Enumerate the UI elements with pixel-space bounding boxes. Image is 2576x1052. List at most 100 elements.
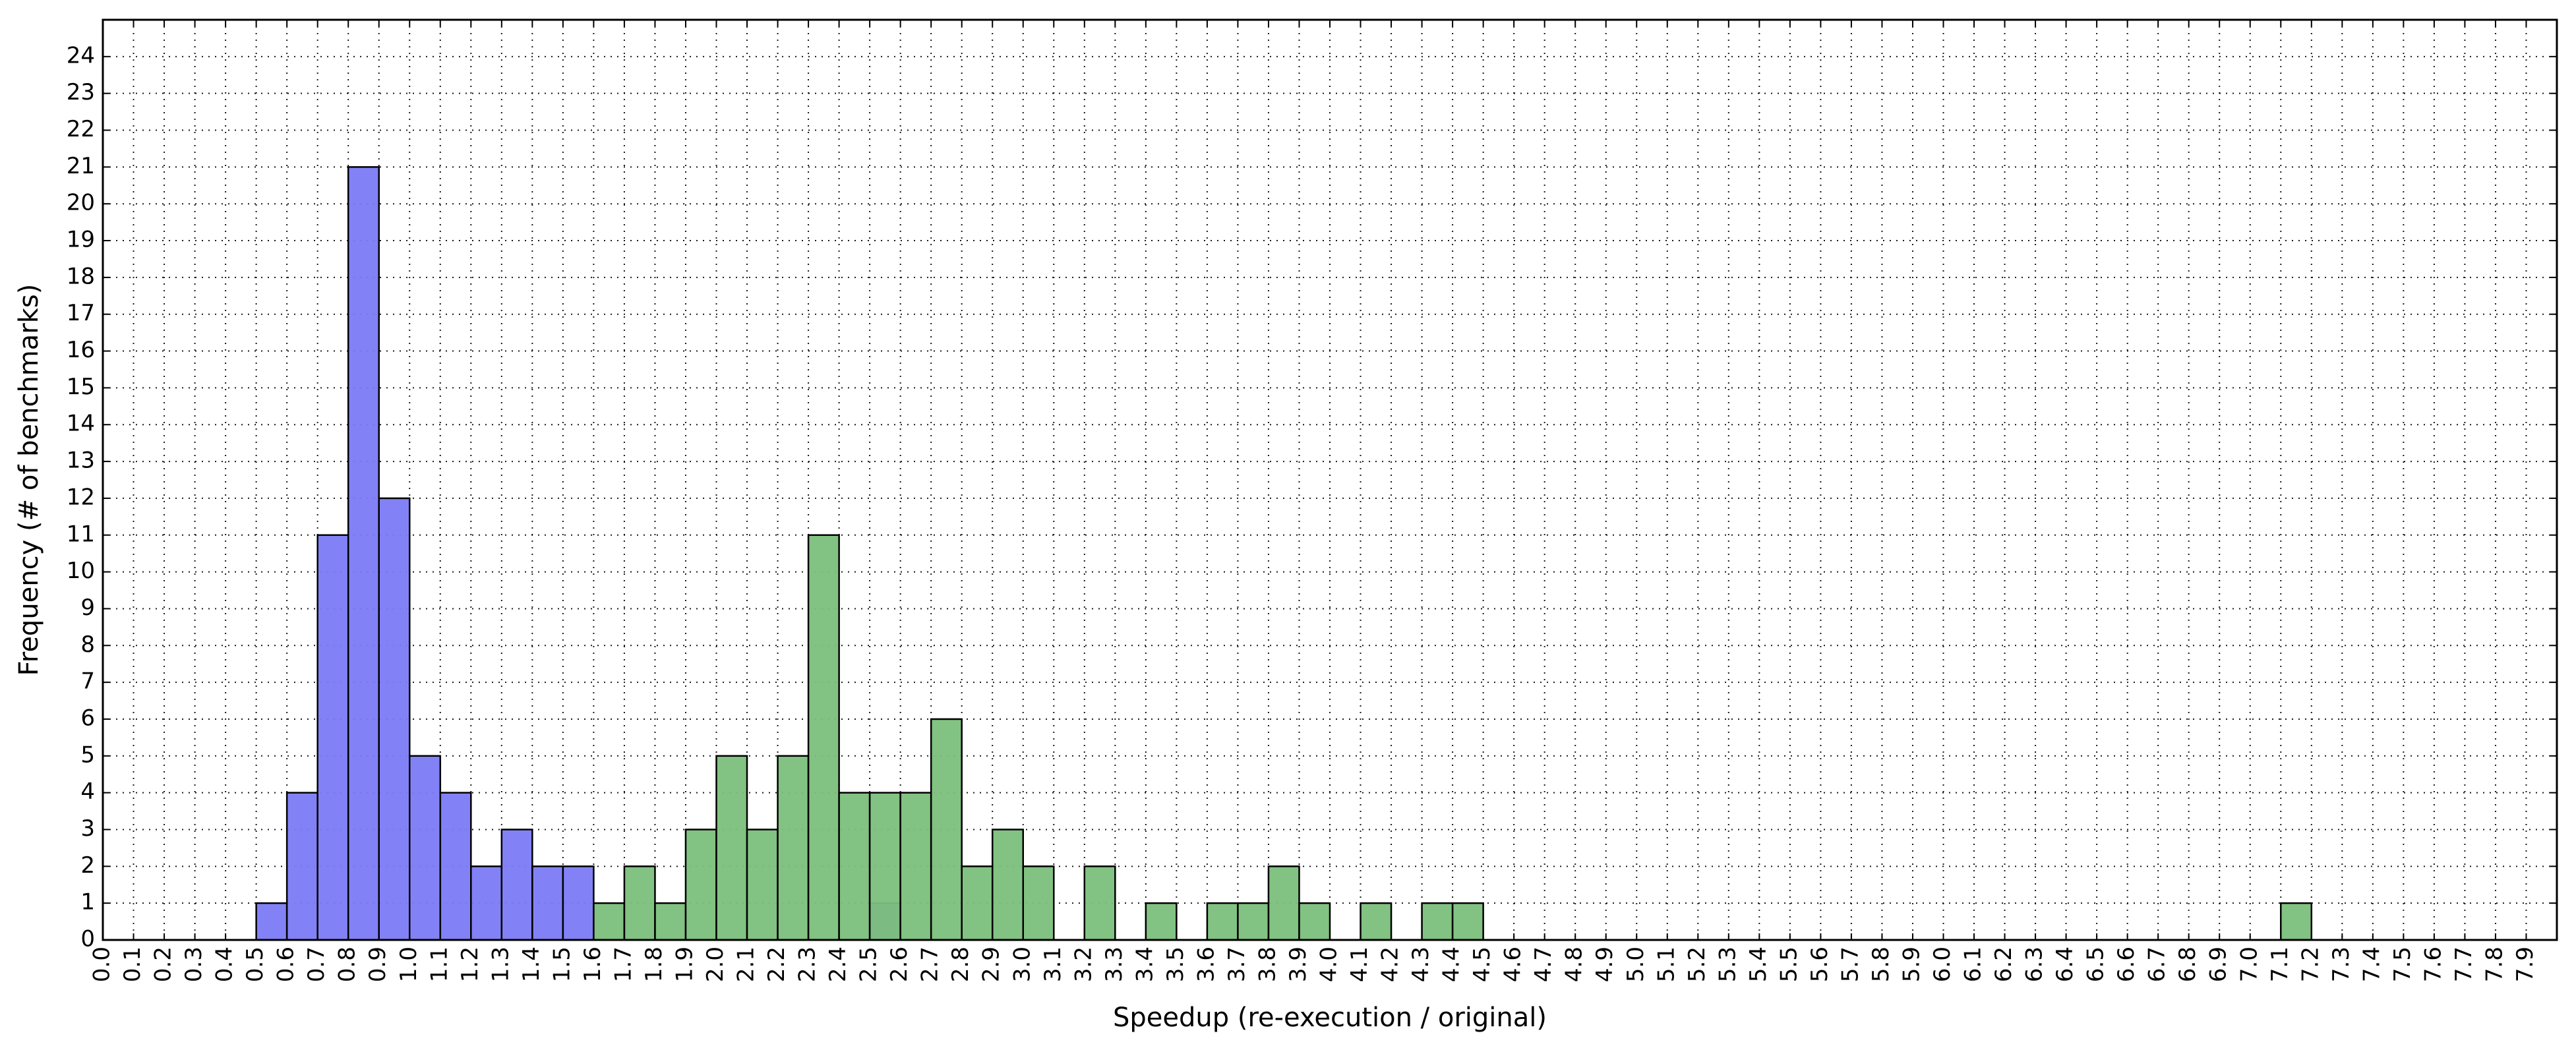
x-axis-ticks: 0.0 0.1 0.2 0.3 0.4 0.5 0.6 0.7 0.8 0.9 1.0 1.1 1.2 1… [89, 20, 2538, 982]
y-tick-label: 15 [67, 374, 95, 400]
y-tick-label: 5 [80, 742, 95, 768]
x-tick-label: 1.7 [610, 947, 636, 982]
x-tick-label: 5.4 [1745, 947, 1772, 982]
series-1-bar [347, 166, 380, 941]
y-tick-label: 23 [67, 79, 95, 105]
x-tick-label: 4.1 [1346, 947, 1373, 982]
x-tick-label: 6.0 [1929, 947, 1956, 982]
series-1-bar [531, 865, 564, 941]
series-2-bar [1451, 902, 1484, 941]
y-tick-label: 21 [67, 153, 95, 179]
series-2-bar [777, 755, 810, 941]
x-tick-label: 7.4 [2358, 947, 2385, 982]
x-tick-label: 3.0 [1009, 947, 1035, 982]
y-axis-label: Frequency (# of benchmarks) [14, 284, 44, 676]
x-tick-label: 1.8 [641, 947, 667, 982]
x-tick-label: 5.6 [1807, 947, 1833, 982]
series-1-bar [255, 902, 288, 941]
y-tick-label: 4 [80, 778, 95, 805]
x-tick-label: 6.4 [2052, 947, 2078, 982]
y-tick-label: 18 [67, 263, 95, 289]
x-tick-label: 2.0 [702, 947, 729, 982]
x-tick-label: 5.3 [1714, 947, 1741, 982]
x-tick-label: 4.3 [1408, 947, 1434, 982]
series-2-bar [2280, 902, 2313, 941]
y-tick-label: 1 [80, 889, 95, 916]
y-tick-label: 19 [67, 227, 95, 253]
x-tick-label: 5.8 [1868, 947, 1894, 982]
series-2-bar [623, 865, 656, 941]
series-1-bar [409, 755, 442, 941]
x-tick-label: 4.8 [1561, 947, 1588, 982]
x-tick-label: 3.8 [1254, 947, 1280, 982]
x-tick-label: 3.5 [1162, 947, 1189, 982]
series-2-bar [654, 902, 687, 941]
y-tick-label: 22 [67, 116, 95, 142]
x-tick-label: 1.0 [396, 947, 422, 982]
x-tick-label: 7.6 [2420, 947, 2446, 982]
x-tick-label: 2.5 [856, 947, 882, 982]
series-2-bar [868, 792, 901, 941]
x-tick-label: 0.1 [119, 947, 146, 982]
x-tick-label: 6.2 [1991, 947, 2017, 982]
x-tick-label: 1.1 [426, 947, 452, 982]
x-tick-label: 5.2 [1684, 947, 1710, 982]
x-tick-label: 1.3 [487, 947, 514, 982]
x-tick-label: 6.5 [2083, 947, 2109, 982]
series-1-bar [439, 792, 472, 941]
series-1-bar [378, 497, 411, 941]
y-tick-label: 14 [67, 411, 95, 437]
x-tick-label: 4.2 [1377, 947, 1404, 982]
x-tick-label: 2.6 [886, 947, 913, 982]
y-tick-label: 0 [80, 926, 95, 952]
x-tick-label: 5.5 [1776, 947, 1802, 982]
y-tick-label: 20 [67, 190, 95, 216]
x-tick-label: 0.6 [273, 947, 299, 982]
x-tick-label: 7.2 [2297, 947, 2323, 982]
y-tick-label: 16 [67, 337, 95, 363]
y-tick-label: 12 [67, 484, 95, 510]
x-tick-label: 3.7 [1224, 947, 1250, 982]
grid [103, 20, 2557, 940]
series-2-bar [930, 718, 963, 941]
series-2-bar [1421, 902, 1454, 941]
x-tick-label: 4.0 [1316, 947, 1342, 982]
x-tick-label: 5.0 [1623, 947, 1649, 982]
x-tick-label: 2.1 [733, 947, 760, 982]
x-tick-label: 6.9 [2205, 947, 2232, 982]
x-tick-label: 2.7 [917, 947, 944, 982]
x-tick-label: 1.9 [671, 947, 698, 982]
x-tick-label: 0.5 [242, 947, 268, 982]
series-2-bar [1145, 902, 1178, 941]
y-tick-label: 8 [80, 631, 95, 658]
series-1-bar [285, 792, 318, 941]
series-2-bar [1267, 865, 1300, 941]
y-tick-label: 17 [67, 300, 95, 326]
x-tick-label: 2.8 [947, 947, 974, 982]
x-tick-label: 5.9 [1898, 947, 1925, 982]
x-tick-label: 4.6 [1500, 947, 1526, 982]
x-tick-label: 3.1 [1040, 947, 1066, 982]
series-1-bar [500, 829, 533, 941]
x-tick-label: 1.2 [457, 947, 483, 982]
x-tick-label: 7.9 [2512, 947, 2538, 982]
y-tick-label: 7 [80, 668, 95, 695]
x-tick-label: 6.8 [2174, 947, 2201, 982]
series-2-bar [807, 534, 840, 941]
series-2-bar [1206, 902, 1239, 941]
x-tick-label: 3.4 [1131, 947, 1158, 982]
x-tick-label: 0.4 [212, 947, 238, 982]
x-tick-label: 7.3 [2328, 947, 2354, 982]
x-tick-label: 3.2 [1070, 947, 1096, 982]
x-tick-label: 3.3 [1101, 947, 1127, 982]
x-tick-label: 3.6 [1193, 947, 1219, 982]
series-2-bar [1022, 865, 1055, 941]
y-tick-label: 6 [80, 705, 95, 731]
x-tick-label: 0.7 [303, 947, 330, 982]
y-tick-label: 3 [80, 815, 95, 842]
x-tick-label: 0.9 [365, 947, 391, 982]
x-tick-label: 7.1 [2267, 947, 2293, 982]
x-tick-label: 0.0 [89, 947, 115, 982]
